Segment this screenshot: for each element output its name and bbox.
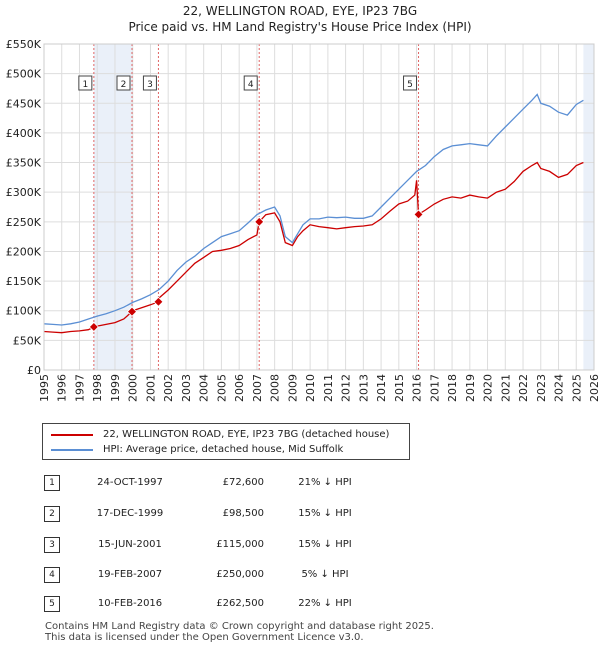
plot-border [43,43,595,371]
x-tick-label: 2022 [517,374,530,402]
y-tick-label: £250K [6,216,42,229]
x-tick-label: 2021 [499,374,512,402]
legend-label-property: 22, WELLINGTON ROAD, EYE, IP23 7BG (deta… [103,429,390,440]
x-tick-label: 2026 [588,374,600,402]
legend-swatch-property [51,434,93,436]
transaction-label-box [116,75,131,91]
x-tick-label: 2000 [127,374,140,402]
x-tick-label: 1996 [56,374,69,402]
transaction-label: 1 [82,80,88,90]
tx-hpi-diff: 15% ↓ HPI [298,508,352,519]
x-tick-label: 1999 [109,374,122,402]
x-tick-label: 2009 [286,374,299,402]
x-tick-label: 1995 [38,374,51,402]
tx-number: 3 [44,537,60,553]
hpi-series-line [43,93,584,326]
tx-number: 1 [44,475,60,491]
tx-hpi-diff: 21% ↓ HPI [298,477,352,488]
tx-number: 2 [44,506,60,522]
tx-date: 24-OCT-1997 [97,477,163,488]
price-chart: £0 £50K £100K £150K £200K £250K £300K £350K £400… [6,38,600,402]
x-tick-label: 2011 [322,374,335,402]
y-tick-label: £300K [6,186,42,199]
tx-price: £250,000 [216,569,264,580]
tx-hpi-diff: 15% ↓ HPI [298,539,352,550]
transaction-label: 3 [147,80,153,90]
y-tick-label: £350K [6,157,42,170]
transaction-marker [88,321,99,333]
transaction-label: 2 [121,80,127,90]
x-tick-label: 2024 [553,374,566,402]
tx-price: £72,600 [222,477,264,488]
transaction-label-box [243,75,258,91]
y-tick-label: £200K [6,245,42,258]
x-tick-label: 2004 [198,374,211,402]
tx-date: 17-DEC-1999 [96,508,164,519]
transaction-marker [153,296,164,307]
transaction-marker [126,306,138,317]
legend-swatch-hpi [51,449,93,451]
x-tick-label: 2003 [180,374,193,402]
y-tick-label: £0 [27,364,41,377]
x-tick-label: 2007 [251,374,264,402]
x-tick-label: 2012 [340,374,353,402]
transaction-label-box [142,75,157,91]
transaction-label-box [403,75,418,91]
transaction-marker [254,216,265,227]
x-tick-label: 2010 [304,374,317,402]
transaction-marker [413,209,424,220]
x-tick-label: 2016 [411,374,424,402]
y-tick-label: £400K [6,127,42,140]
x-tick-label: 2002 [162,374,175,402]
y-tick-label: £150K [6,275,42,288]
y-tick-label: £500K [6,68,42,81]
x-tick-label: 2018 [446,374,459,402]
shaded-span [583,44,594,370]
plot-area [44,44,594,370]
x-tick-label: 2005 [215,374,228,402]
x-tick-label: 1997 [73,374,86,402]
chart-title: 22, WELLINGTON ROAD, EYE, IP23 7BG [182,4,418,18]
x-tick-label: 2013 [357,374,370,402]
y-tick-label: £450K [6,97,42,110]
transaction-label: 5 [407,80,413,90]
y-tick-label: £550K [6,38,42,51]
x-tick-label: 2025 [570,374,583,402]
tx-price: £115,000 [216,539,264,550]
footer-copyright: Contains HM Land Registry data © Crown c… [45,621,434,632]
tx-price: £98,500 [222,508,264,519]
tx-date: 10-FEB-2016 [97,598,163,609]
shaded-span [93,44,132,370]
x-tick-label: 2017 [428,374,441,402]
x-tick-label: 2020 [482,374,495,402]
tx-date: 15-JUN-2001 [98,539,162,550]
y-tick-label: £50K [13,334,42,347]
tx-hpi-diff: 5% ↓ HPI [301,569,349,580]
x-tick-label: 2015 [393,374,406,402]
chart-subtitle: Price paid vs. HM Land Registry's House … [128,20,472,34]
transaction-label-box [78,75,93,91]
legend: 22, WELLINGTON ROAD, EYE, IP23 7BG (deta… [42,423,410,460]
tx-hpi-diff: 22% ↓ HPI [298,598,352,609]
x-tick-label: 2023 [535,374,548,402]
tx-date: 19-FEB-2007 [97,569,163,580]
x-tick-label: 1998 [91,374,104,402]
tx-price: £262,500 [216,598,264,609]
tx-number: 4 [44,567,60,583]
x-tick-label: 2001 [144,374,157,402]
x-tick-label: 2006 [233,374,246,402]
tx-number: 5 [44,596,60,612]
transaction-label: 4 [248,80,254,90]
x-tick-label: 2019 [464,374,477,402]
x-tick-label: 2014 [375,374,388,402]
x-tick-label: 2008 [269,374,282,402]
legend-label-hpi: HPI: Average price, detached house, Mid … [103,444,344,455]
footer-licence: This data is licensed under the Open Gov… [45,632,364,643]
y-tick-label: £100K [6,305,42,318]
